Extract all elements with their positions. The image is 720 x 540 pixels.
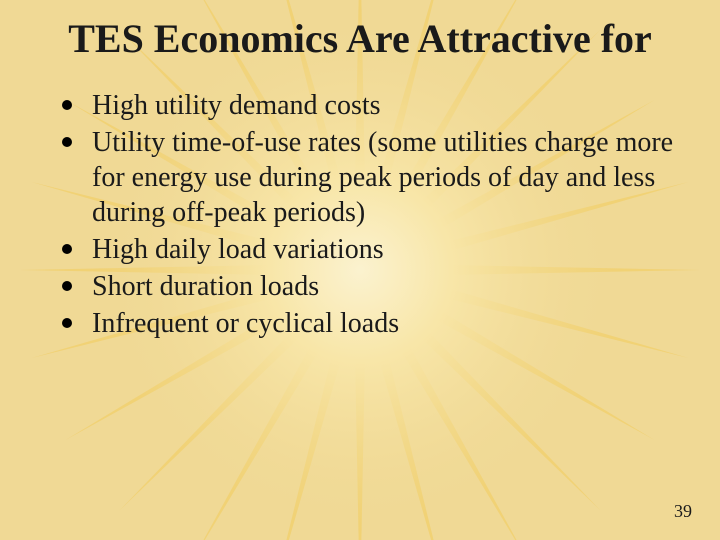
slide-title: TES Economics Are Attractive for (40, 18, 680, 60)
bullet-item: High daily load variations (62, 232, 680, 267)
bullet-item: Short duration loads (62, 269, 680, 304)
bullet-item: High utility demand costs (62, 88, 680, 123)
bullet-item: Utility time-of-use rates (some utilitie… (62, 125, 680, 230)
bullet-list: High utility demand costsUtility time-of… (40, 88, 680, 341)
slide-content: TES Economics Are Attractive for High ut… (0, 0, 720, 540)
bullet-item: Infrequent or cyclical loads (62, 306, 680, 341)
